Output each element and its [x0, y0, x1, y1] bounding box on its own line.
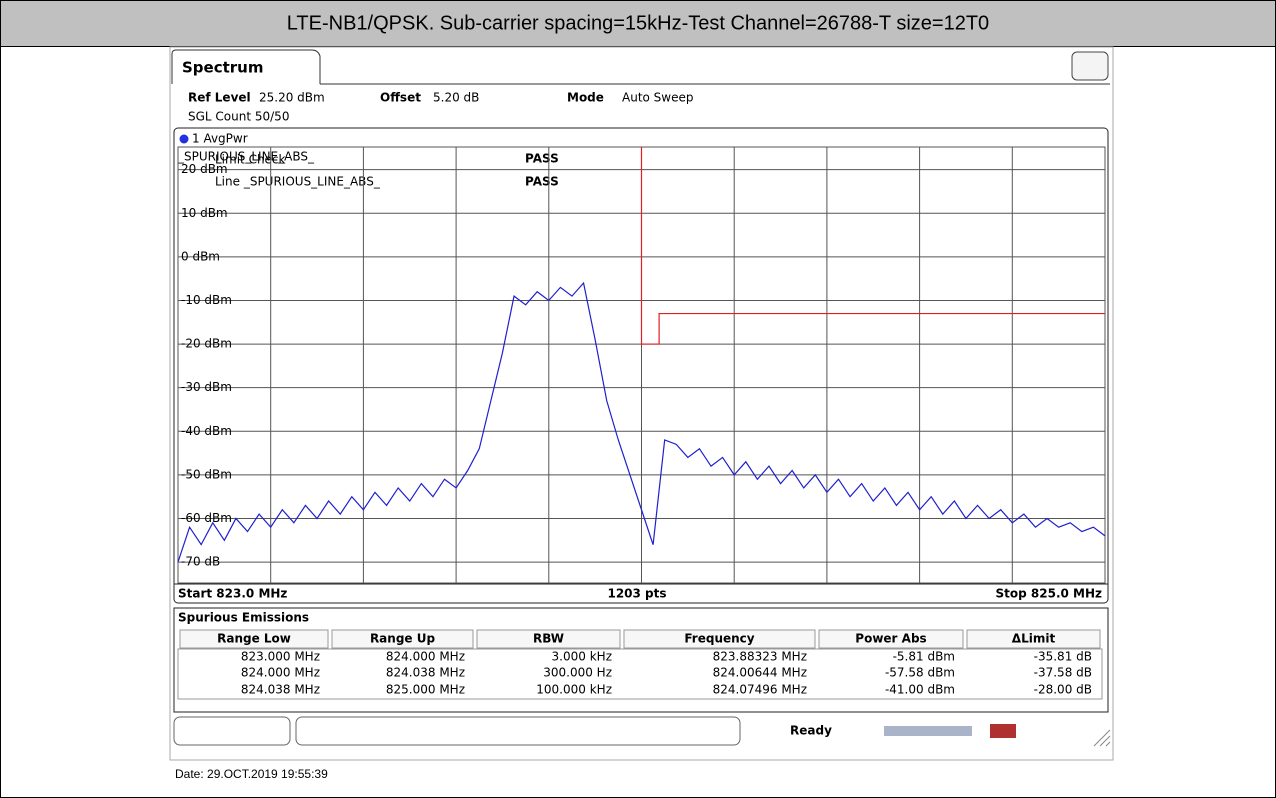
mode: Auto Sweep — [622, 91, 694, 105]
y-tick-label: 20 dBm — [181, 162, 228, 176]
y-tick-label: -70 dB — [181, 555, 220, 569]
offset-label: Offset — [380, 91, 421, 105]
column-header: RBW — [533, 632, 564, 646]
start-label: Start 823.0 MHz — [178, 587, 287, 601]
column-header-cell — [623, 629, 816, 649]
column-header: Power Abs — [855, 632, 926, 646]
table-cell: 824.00644 MHz — [713, 666, 807, 680]
menu-icon[interactable] — [1071, 51, 1109, 81]
table-cell: 824.07496 MHz — [713, 683, 807, 697]
softkey-box[interactable] — [173, 716, 291, 746]
column-header-cell — [818, 629, 964, 649]
y-tick-label: 10 dBm — [181, 206, 228, 220]
table-cell: -37.58 dB — [1034, 666, 1092, 680]
progress-indicator — [884, 726, 972, 736]
column-header: ΔLimit — [1012, 632, 1056, 646]
message-box — [295, 716, 741, 746]
stop-label: Stop 825.0 MHz — [996, 587, 1103, 601]
status: Ready — [790, 724, 832, 738]
trace-legend-dot — [179, 134, 189, 144]
offset: 5.20 dB — [433, 91, 479, 105]
points-label: 1203 pts — [607, 587, 666, 601]
table-cell: 100.000 kHz — [536, 683, 612, 697]
y-tick-label: -20 dBm — [181, 337, 232, 351]
table-cell: 300.000 Hz — [543, 666, 612, 680]
tab-label[interactable]: Spectrum — [182, 59, 263, 77]
column-header: Range Up — [370, 632, 436, 646]
trace-legend: 1 AvgPwr — [192, 132, 248, 146]
sgl-count: SGL Count 50/50 — [188, 110, 289, 124]
column-header-cell — [966, 629, 1101, 649]
table-cell: 823.000 MHz — [241, 650, 320, 664]
table-cell: 825.000 MHz — [386, 683, 465, 697]
y-tick-label: -40 dBm — [181, 424, 232, 438]
y-tick-label: 0 dBm — [181, 249, 220, 263]
y-tick-label: -10 dBm — [181, 293, 232, 307]
column-header: Range Low — [217, 632, 291, 646]
column-header-cell — [331, 629, 474, 649]
table-cell: 824.038 MHz — [241, 683, 320, 697]
table-cell: 823.88323 MHz — [713, 650, 807, 664]
resize-grip — [1093, 729, 1111, 747]
table-cell: 824.000 MHz — [386, 650, 465, 664]
table-body — [177, 648, 1103, 700]
y-tick-label: -60 dBm — [181, 511, 232, 525]
table-cell: -28.00 dB — [1034, 683, 1092, 697]
limit-line-name: _SPURIOUS_LINE_ABS_ — [177, 150, 315, 164]
tab-shape — [171, 49, 321, 84]
ref-level-label: Ref Level — [188, 91, 251, 105]
mode-label: Mode — [567, 91, 604, 105]
limit-line — [640, 147, 1105, 345]
ref-level: 25.20 dBm — [259, 91, 325, 105]
column-header-cell — [179, 629, 329, 649]
trace — [177, 281, 1106, 563]
header-title: LTE-NB1/QPSK. Sub-carrier spacing=15kHz-… — [287, 12, 989, 34]
y-tick-label: -30 dBm — [181, 380, 232, 394]
table-cell: -57.58 dBm — [885, 666, 955, 680]
limit-line-label: Line _SPURIOUS_LINE_ABS_ — [215, 175, 381, 189]
limit-line-result: PASS — [525, 175, 559, 189]
table-cell: 824.038 MHz — [386, 666, 465, 680]
y-tick-label: -50 dBm — [181, 467, 232, 481]
plot-area — [177, 146, 1106, 584]
column-header-cell — [476, 629, 621, 649]
table-cell: 3.000 kHz — [552, 650, 612, 664]
table-cell: -41.00 dBm — [885, 683, 955, 697]
limit-check-result: PASS — [525, 152, 559, 166]
status-icon — [990, 724, 1016, 738]
limit-check-title: Limit Check — [215, 153, 286, 167]
footer-date: Date: 29.OCT.2019 19:55:39 — [175, 767, 328, 781]
table-cell: 824.000 MHz — [241, 666, 320, 680]
table-title: Spurious Emissions — [178, 611, 309, 625]
table-cell: -35.81 dB — [1034, 650, 1092, 664]
table-frame — [173, 607, 1109, 713]
table-cell: -5.81 dBm — [893, 650, 955, 664]
column-header: Frequency — [684, 632, 754, 646]
